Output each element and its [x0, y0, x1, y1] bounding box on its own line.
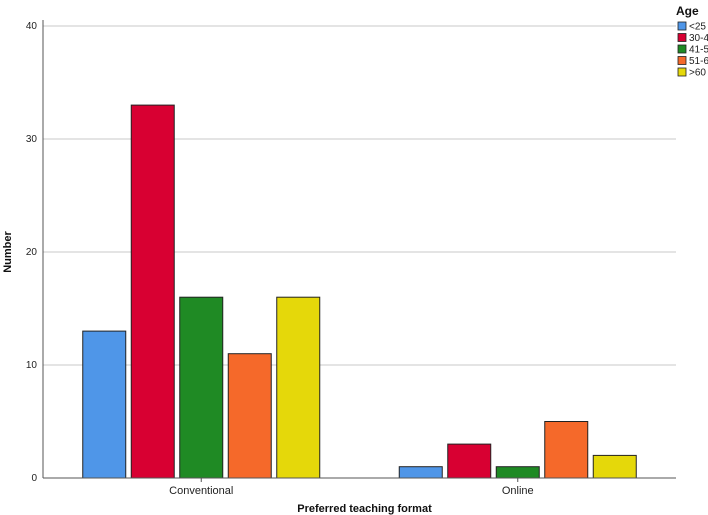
bar-conventional-1 — [130, 104, 175, 479]
bar-conventional-0 — [82, 330, 127, 479]
y-tick-labels: 0 10 20 30 40 — [26, 21, 38, 484]
legend-swatch-2 — [677, 44, 687, 54]
bar-online-3 — [544, 421, 589, 479]
y-tick-label-0: 0 — [31, 473, 37, 484]
bars — [82, 104, 637, 479]
legend-label-3: 51-60 — [689, 56, 708, 67]
legend-label-1: 30-40 — [689, 33, 708, 44]
y-tick-label-10: 10 — [26, 360, 38, 371]
bar-online-1 — [447, 443, 492, 479]
y-tick-label-20: 20 — [26, 247, 38, 258]
axes — [42, 20, 676, 482]
y-axis-title: Number — [2, 231, 14, 273]
x-category-label-1: Online — [502, 485, 534, 497]
legend-label-4: >60 — [689, 68, 706, 79]
legend-label-2: 41-50 — [689, 45, 708, 56]
x-category-label-0: Conventional — [169, 485, 233, 497]
y-tick-label-40: 40 — [26, 21, 38, 32]
legend-title: Age — [676, 4, 699, 18]
legend-swatch-0 — [677, 21, 687, 31]
x-category-labels: Conventional Online — [169, 485, 534, 497]
bar-conventional-4 — [276, 296, 321, 479]
bar-online-0 — [398, 466, 443, 479]
legend-swatch-1 — [677, 33, 687, 42]
x-axis-title: Preferred teaching format — [297, 503, 432, 515]
bar-online-4 — [592, 454, 637, 479]
bar-online-2 — [495, 466, 540, 479]
legend-swatch-3 — [677, 56, 687, 65]
legend-label-0: <25 — [689, 22, 706, 33]
bar-conventional-2 — [179, 296, 224, 479]
y-tick-label-30: 30 — [26, 134, 38, 145]
legend-swatch-4 — [677, 67, 687, 77]
bar-conventional-3 — [227, 353, 272, 479]
